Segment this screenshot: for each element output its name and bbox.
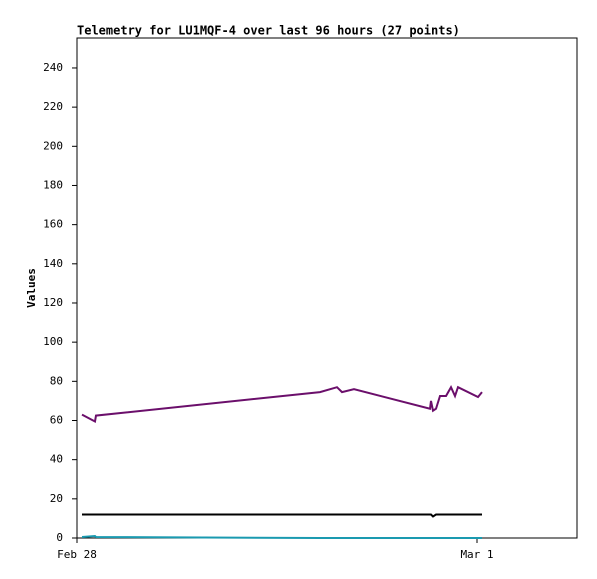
series-line (81, 384, 483, 423)
y-tick-label: 140 (43, 257, 63, 270)
x-tick-label: Mar 1 (460, 548, 493, 561)
series-line (81, 535, 482, 539)
y-tick-label: 0 (56, 531, 63, 544)
y-tick-label: 160 (43, 218, 63, 231)
y-tick-label: 80 (50, 374, 63, 387)
y-tick-label: 240 (43, 61, 63, 74)
y-tick-label: 200 (43, 139, 63, 152)
plot-frame (76, 37, 578, 539)
y-tick-label: 20 (50, 492, 63, 505)
series-line (82, 513, 482, 518)
y-tick-label: 100 (43, 335, 63, 348)
y-tick-label: 60 (50, 413, 63, 426)
y-tick-label: 120 (43, 296, 63, 309)
y-tick-label: 40 (50, 453, 63, 466)
x-tick-label: Feb 28 (57, 548, 97, 561)
y-tick-label: 220 (43, 100, 63, 113)
y-tick-label: 180 (43, 178, 63, 191)
y-axis-label: Values (25, 268, 38, 308)
chart-title: Telemetry for LU1MQF-4 over last 96 hour… (77, 24, 460, 38)
